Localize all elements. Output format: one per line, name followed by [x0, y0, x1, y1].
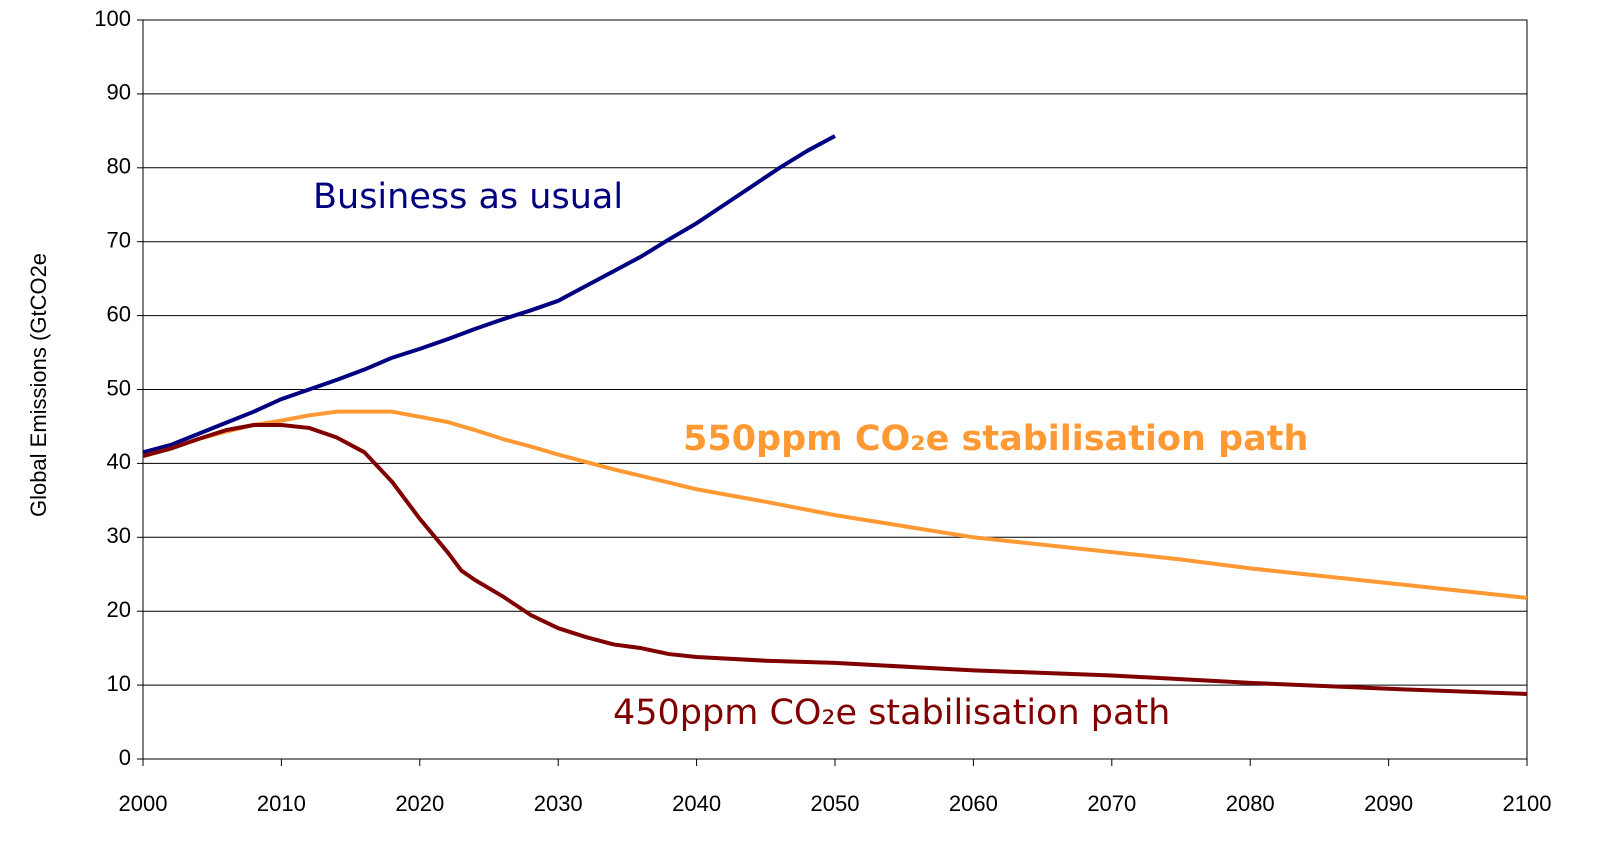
- x-tick-label: 2080: [1226, 791, 1275, 816]
- y-tick-label: 40: [107, 449, 131, 474]
- y-tick-label: 100: [94, 6, 131, 31]
- series-line: [142, 409, 1528, 600]
- y-tick-label: 90: [107, 80, 131, 105]
- y-axis-title: Global Emissions (GtCO2e: [26, 253, 51, 517]
- x-tick-label: 2060: [949, 791, 998, 816]
- x-tick-label: 2050: [811, 791, 860, 816]
- plot-border: [142, 19, 1528, 760]
- y-tick-label: 80: [107, 154, 131, 179]
- y-tick-label: 60: [107, 301, 131, 326]
- x-tick-label: 2070: [1087, 791, 1136, 816]
- y-tick-label: 0: [119, 745, 131, 770]
- y-tick-label: 50: [107, 375, 131, 400]
- x-tick-label: 2030: [534, 791, 583, 816]
- y-tick-label: 30: [107, 523, 131, 548]
- series-label: 550ppm CO₂e stabilisation path: [683, 419, 1308, 459]
- series-line: [142, 134, 836, 455]
- x-tick-label: 2010: [257, 791, 306, 816]
- x-tick-label: 2000: [119, 791, 168, 816]
- series-line: [142, 422, 1528, 696]
- x-tick-label: 2020: [395, 791, 444, 816]
- x-tick-label: 2090: [1364, 791, 1413, 816]
- x-tick-label: 2040: [672, 791, 721, 816]
- y-tick-label: 10: [107, 671, 131, 696]
- series-label: Business as usual: [313, 177, 623, 217]
- x-tick-label: 2100: [1503, 791, 1552, 816]
- series-label: 450ppm CO₂e stabilisation path: [613, 693, 1170, 733]
- y-tick-label: 20: [107, 597, 131, 622]
- y-tick-label: 70: [107, 228, 131, 253]
